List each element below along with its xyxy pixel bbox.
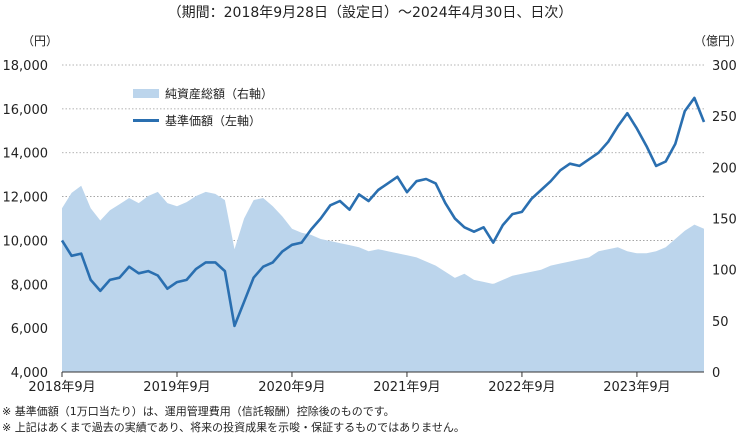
- right-tick-label: 300: [712, 59, 737, 74]
- left-tick-label: 6,000: [11, 322, 48, 337]
- left-axis-unit: （円）: [22, 34, 59, 48]
- legend-swatch-line: [133, 119, 159, 122]
- left-tick-label: 8,000: [11, 278, 48, 293]
- x-tick-label: 2021年9月: [373, 380, 440, 395]
- legend-label-net-assets: 純資産総額（右軸）: [165, 87, 274, 101]
- x-tick-label: 2019年9月: [143, 380, 210, 395]
- left-tick-label: 4,000: [11, 366, 48, 381]
- legend-swatch-area: [133, 89, 159, 98]
- axis-layer: 4,000 6,000 8,000 10,000 12,000 14,000 16,000 1…: [3, 59, 737, 395]
- x-tick-label: 2018年9月: [28, 380, 95, 395]
- nav-line: [60, 96, 706, 328]
- left-tick-label: 16,000: [3, 103, 49, 118]
- legend-item-net-assets: 純資産総額（右軸）: [133, 85, 273, 102]
- x-tick-label: 2022年9月: [488, 380, 555, 395]
- footnotes: ※ 基準価額（1万口当たり）は、運用管理費用（信託報酬）控除後のものです。 ※ …: [2, 404, 465, 436]
- right-tick-label: 200: [712, 161, 737, 176]
- net-assets-area: [62, 185, 704, 372]
- right-axis-unit: （億円）: [694, 34, 740, 48]
- x-tick-label: 2023年9月: [603, 380, 670, 395]
- right-tick-label: 150: [712, 213, 737, 228]
- left-tick-label: 12,000: [3, 191, 49, 206]
- left-tick-label: 14,000: [3, 147, 49, 162]
- right-tick-label: 250: [712, 110, 737, 125]
- footnote: ※ 基準価額（1万口当たり）は、運用管理費用（信託報酬）控除後のものです。: [2, 405, 395, 418]
- period-text: （期間：2018年9月28日（設定日）～2024年4月30日、日次）: [167, 5, 573, 21]
- nav-line-layer: [60, 96, 706, 328]
- left-tick-label: 10,000: [3, 234, 49, 249]
- left-tick-label: 18,000: [3, 59, 49, 74]
- right-tick-label: 100: [712, 264, 737, 279]
- legend-label-nav: 基準価額（左軸）: [165, 114, 262, 128]
- footnote: ※ 上記はあくまで過去の実績であり、将来の投資成果を示唆・保証するものではありま…: [2, 421, 465, 434]
- x-tick-label: 2020年9月: [258, 380, 325, 395]
- legend-item-nav: 基準価額（左軸）: [133, 112, 261, 129]
- right-tick-label: 50: [712, 315, 729, 330]
- right-tick-label: 0: [712, 366, 720, 381]
- net-assets-area-layer: [62, 185, 704, 372]
